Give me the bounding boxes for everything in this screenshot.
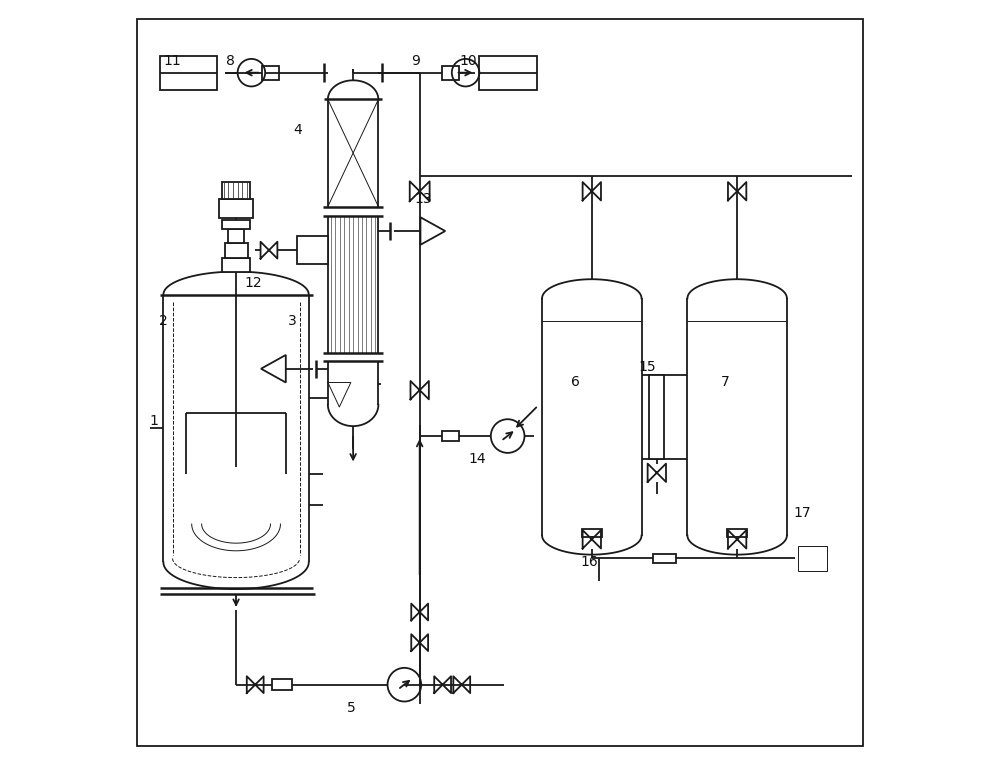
Bar [582,529,602,537]
Text: 16: 16 [581,555,598,569]
Bar [479,56,537,90]
Text: 1: 1 [149,414,158,428]
Text: 11: 11 [164,54,181,68]
Bar [442,431,459,441]
Bar [160,56,217,90]
Text: 13: 13 [415,192,432,206]
Bar [222,258,250,272]
Bar [225,243,248,258]
Text: 14: 14 [468,452,486,466]
Text: 5: 5 [346,701,355,715]
Text: 9: 9 [411,54,420,68]
Bar [262,66,279,80]
Text: 4: 4 [294,123,302,137]
Bar [222,182,250,199]
Bar [222,220,250,229]
Text: 7: 7 [721,376,730,389]
Bar [727,529,747,537]
Bar [272,679,292,690]
Bar [649,375,664,459]
Text: 8: 8 [226,54,235,68]
Text: 2: 2 [159,314,168,328]
Bar [653,554,676,563]
Text: 15: 15 [639,360,656,374]
Bar [798,546,827,571]
Bar [228,229,244,243]
Text: 17: 17 [793,506,811,519]
Text: 3: 3 [288,314,296,328]
Bar [219,199,253,218]
Text: 6: 6 [571,376,579,389]
Bar [442,66,459,80]
Text: 10: 10 [459,54,477,68]
Text: 12: 12 [245,276,262,290]
Bar [297,236,328,264]
